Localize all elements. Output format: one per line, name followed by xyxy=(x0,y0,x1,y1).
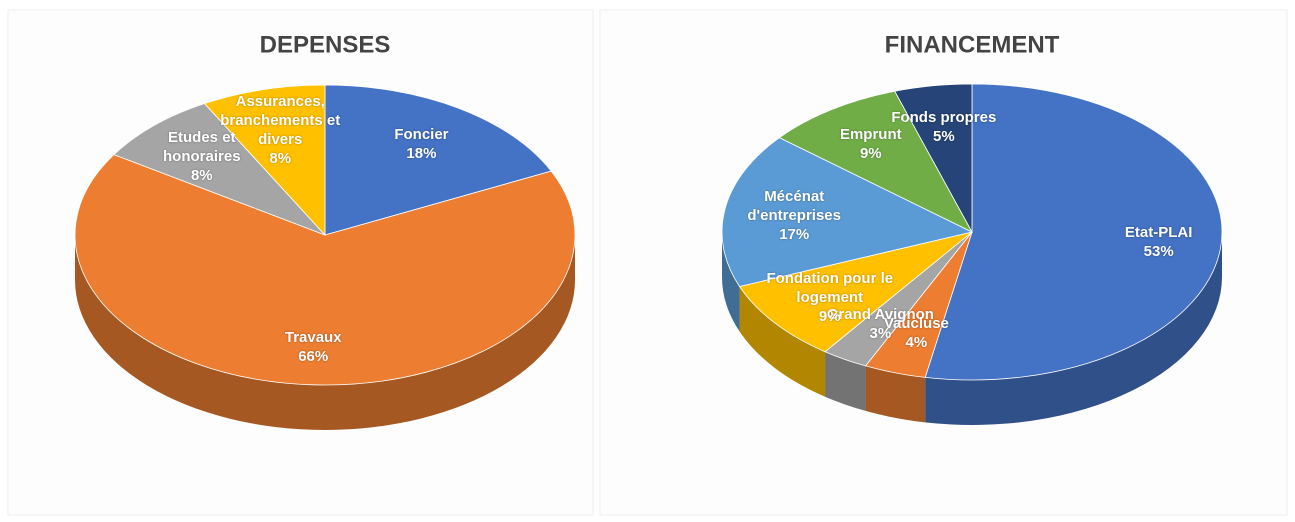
slice xyxy=(74,154,576,386)
data-label: Etudes et honoraires 8% xyxy=(137,128,267,185)
slice xyxy=(324,84,552,236)
slice xyxy=(113,103,326,236)
label-value: 9% xyxy=(818,307,841,325)
label-category: Emprunt xyxy=(839,125,902,143)
slice xyxy=(203,84,326,237)
slice xyxy=(738,231,973,353)
data-label: Vaucluse 4% xyxy=(851,314,981,352)
label-value: 9% xyxy=(859,144,882,162)
chart-title: DEPENSES xyxy=(260,31,391,58)
slice-side xyxy=(722,232,740,332)
label-category: Fonds propres xyxy=(891,108,997,126)
label-value: 3% xyxy=(869,324,892,342)
chart-title: FINANCEMENT xyxy=(885,31,1060,58)
label-value: 17% xyxy=(779,225,810,243)
label-category: Foncier xyxy=(394,125,449,143)
label-category: Etat-PLAI xyxy=(1124,224,1193,242)
slice-side xyxy=(925,232,1222,426)
label-category: Etudes et honoraires xyxy=(163,128,241,165)
slice xyxy=(721,137,974,287)
slice-side xyxy=(75,235,575,430)
data-label: Fonds propres 5% xyxy=(879,108,1009,146)
data-label: Mécénat d'entreprises 17% xyxy=(729,187,859,244)
data-label: Assurances, branchements et divers 8% xyxy=(215,92,345,168)
data-label: Foncier 18% xyxy=(356,125,486,163)
slice xyxy=(778,90,973,233)
label-value: 4% xyxy=(905,334,928,352)
slice-side xyxy=(825,351,866,411)
label-value: 18% xyxy=(406,144,437,162)
label-category: Grand Avignon xyxy=(826,305,934,323)
slice-side xyxy=(865,365,926,423)
data-label: Grand Avignon 3% xyxy=(815,305,945,343)
slice xyxy=(924,83,1223,381)
data-label: Travaux 66% xyxy=(248,328,378,366)
data-label: Etat-PLAI 53% xyxy=(1094,223,1224,261)
label-value: 53% xyxy=(1143,243,1174,261)
label-value: 8% xyxy=(269,150,292,168)
label-value: 8% xyxy=(190,166,213,184)
label-category: Mécénat d'entreprises xyxy=(747,187,841,224)
label-category: Assurances, branchements et divers xyxy=(220,93,341,149)
label-value: 66% xyxy=(298,348,329,366)
label-category: Travaux xyxy=(284,329,342,347)
label-category: Fondation pour le logement xyxy=(766,269,894,306)
label-category: Vaucluse xyxy=(883,315,949,333)
slice-side xyxy=(739,286,826,397)
data-label: Emprunt 9% xyxy=(806,125,936,163)
data-label: Fondation pour le logement 9% xyxy=(765,269,895,326)
label-value: 5% xyxy=(932,127,955,145)
slice xyxy=(894,83,973,233)
